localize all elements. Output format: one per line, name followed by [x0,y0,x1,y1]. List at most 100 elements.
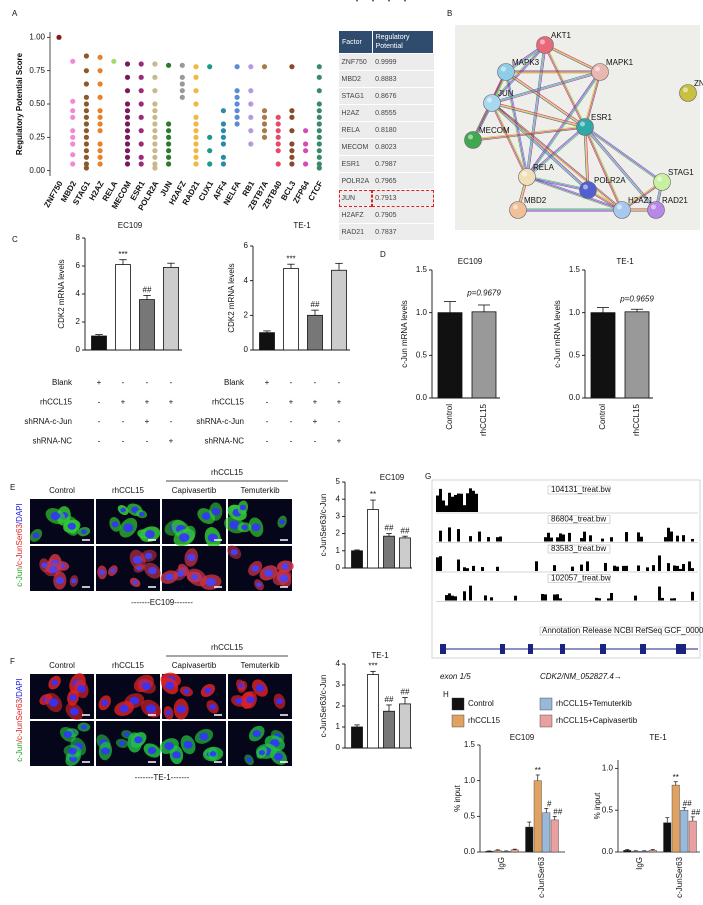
dot [316,134,322,140]
dot [83,81,89,87]
dot [316,165,322,171]
nucleus [101,747,110,755]
error-bar [631,308,643,312]
y-axis-label: c-Jun mRNA levels [400,300,409,368]
dot [166,148,172,154]
track-label: 104131_treat.bw [551,485,611,494]
bar [624,311,650,399]
dot [97,54,103,60]
nucleus [144,552,153,560]
network-edge [545,43,601,72]
network-edge [584,126,589,191]
stain-label: c-Jun/c-JunSer63/DAPI [15,678,24,762]
network-edge [492,45,547,104]
dot [303,141,309,147]
condition-sign: - [122,378,125,387]
x-tick-label: IgG [635,857,644,870]
dot [70,98,76,104]
node-label: RELA [533,163,555,172]
panel-label: H [443,690,449,699]
coverage-peak [478,531,481,542]
bar [283,268,299,351]
column-header: Control [49,661,75,670]
condition-sign: + [387,0,392,4]
dot [70,58,76,64]
coverage-peak [691,538,694,542]
error-bar [263,330,271,333]
dot [275,148,281,154]
dot [207,134,213,140]
network-edge [585,126,624,210]
nucleus [176,704,187,714]
dot [220,134,226,140]
dot [138,74,144,80]
dot [56,34,62,40]
group-header: rhCCL15 [211,643,244,652]
coverage-peak [460,493,463,512]
dot [220,161,226,167]
track-label-box [547,574,611,583]
dot [275,161,281,167]
coverage-peak [466,493,469,512]
nucleus [131,506,139,513]
error-bar [682,807,687,811]
coverage-peak [688,561,691,571]
nucleus [229,520,240,530]
significance-label: ## [385,695,394,704]
coverage-peak [604,562,607,571]
coverage-peak [676,565,679,571]
y-axis-label: c-JunSer63/c-Jun [319,494,328,557]
coverage-peak [457,529,460,542]
dot [83,94,89,100]
network-edge [505,72,585,129]
legend-label: rhCCL15+Capivasertib [556,716,638,725]
condition-sign: - [170,378,173,387]
nucleus [183,688,190,695]
coverage-peak [463,567,466,571]
nucleus [123,523,134,533]
nucleus [120,507,126,513]
table-cell: H2AFZ [338,206,373,224]
network-edge [583,127,656,211]
condition-sign: - [372,0,375,4]
bar [139,299,155,351]
nucleus [132,555,143,564]
dot [138,128,144,134]
bar [399,703,411,749]
condition-sign: - [146,378,149,387]
coverage-peak [559,533,562,542]
nucleus [204,687,212,694]
dot [303,148,309,154]
dot [138,101,144,107]
coverage-peak [445,505,448,512]
coverage-peak [496,566,499,571]
dot [234,94,240,100]
error-bar [625,849,630,851]
dot [124,88,131,94]
coverage-peak [496,537,499,542]
nucleus [209,751,217,757]
condition-label: shRNA-c-Jun [196,417,244,426]
network-edge [583,127,622,211]
nucleus [256,582,262,588]
coverage-peak [472,565,475,571]
network-edge [584,71,601,128]
y-axis-label: CDK2 mRNA levels [227,263,236,332]
dot [138,161,144,167]
significance-label: *** [368,661,377,670]
coverage-peak [475,493,478,512]
dot [152,108,158,114]
error-bar [650,849,655,851]
dot [248,88,254,94]
dot [166,62,172,68]
y-tick-label: 0.5 [569,350,581,359]
dot [83,101,89,107]
coverage-peak [448,492,451,512]
coverage-peak [670,531,673,542]
dot [138,114,144,120]
nucleus [98,569,106,576]
condition-label: shRNA-c-Jun [24,417,72,426]
node-shine [580,121,585,127]
y-tick-label: 2 [336,529,341,538]
dot [179,62,185,68]
